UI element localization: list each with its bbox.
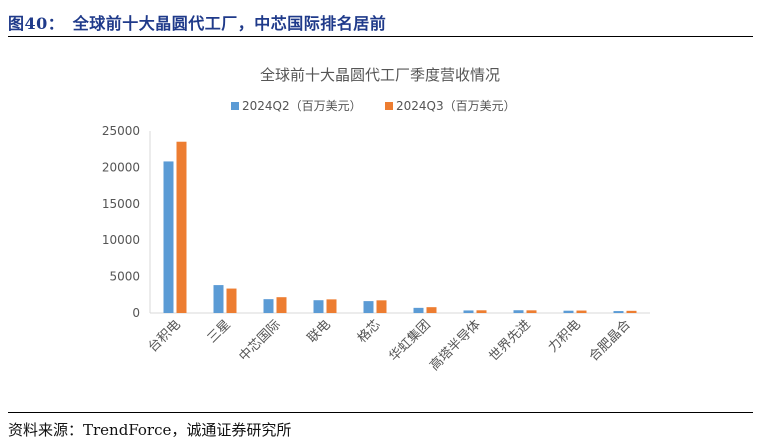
bar bbox=[626, 310, 637, 313]
bar bbox=[176, 141, 187, 313]
bar bbox=[263, 299, 274, 313]
y-tick-label: 15000 bbox=[102, 197, 140, 211]
bar bbox=[363, 301, 374, 313]
bar bbox=[163, 161, 174, 313]
bar bbox=[563, 310, 574, 313]
y-tick-label: 25000 bbox=[102, 124, 140, 138]
figure-title: 图40： 全球前十大晶圆代工厂，中芯国际排名居前 bbox=[8, 14, 387, 33]
x-tick-label: 联电 bbox=[305, 317, 334, 346]
chart-legend: 2024Q2（百万美元） 2024Q3（百万美元） bbox=[231, 99, 516, 113]
x-tick-label: 中芯国际 bbox=[236, 317, 283, 364]
y-tick-label: 0 bbox=[132, 306, 140, 320]
bar bbox=[513, 310, 524, 313]
bar bbox=[526, 310, 537, 313]
bar bbox=[276, 297, 287, 313]
chart-title: 全球前十大晶圆代工厂季度营收情况 bbox=[260, 66, 500, 84]
x-tick-label: 高塔半导体 bbox=[427, 317, 484, 374]
bar bbox=[426, 307, 437, 313]
bar bbox=[576, 310, 587, 313]
legend-swatch bbox=[231, 102, 239, 110]
bar bbox=[226, 288, 237, 313]
bar bbox=[376, 300, 387, 313]
x-tick-label: 格芯 bbox=[354, 317, 384, 347]
bar bbox=[463, 310, 474, 313]
x-tick-label: 三星 bbox=[205, 317, 234, 346]
x-tick-label: 世界先进 bbox=[486, 317, 533, 364]
bar bbox=[413, 307, 424, 313]
x-tick-label: 合肥晶合 bbox=[586, 317, 633, 364]
legend-label: 2024Q2（百万美元） bbox=[242, 99, 362, 113]
legend-label: 2024Q3（百万美元） bbox=[396, 99, 516, 113]
x-tick-label: 华虹集团 bbox=[386, 317, 434, 365]
figure-source: 资料来源：TrendForce，诚通证券研究所 bbox=[8, 421, 292, 439]
bar bbox=[326, 299, 337, 313]
bar bbox=[476, 310, 487, 313]
bar bbox=[213, 285, 224, 313]
bar bbox=[313, 300, 324, 313]
x-tick-label: 力积电 bbox=[546, 317, 584, 355]
y-tick-label: 10000 bbox=[102, 233, 140, 247]
x-tick-label: 台积电 bbox=[146, 317, 184, 355]
figure-footer: 资料来源：TrendForce，诚通证券研究所 bbox=[8, 412, 753, 439]
figure-header: 图40： 全球前十大晶圆代工厂，中芯国际排名居前 bbox=[8, 4, 753, 37]
legend-swatch bbox=[385, 102, 393, 110]
plot-area: 0 5000 10000 15000 20000 25000 台积电 三星 中芯国际 联电 格芯 华虹… bbox=[102, 124, 650, 374]
y-tick-label: 5000 bbox=[109, 270, 140, 284]
y-tick-label: 20000 bbox=[102, 160, 140, 174]
bar bbox=[613, 311, 624, 313]
